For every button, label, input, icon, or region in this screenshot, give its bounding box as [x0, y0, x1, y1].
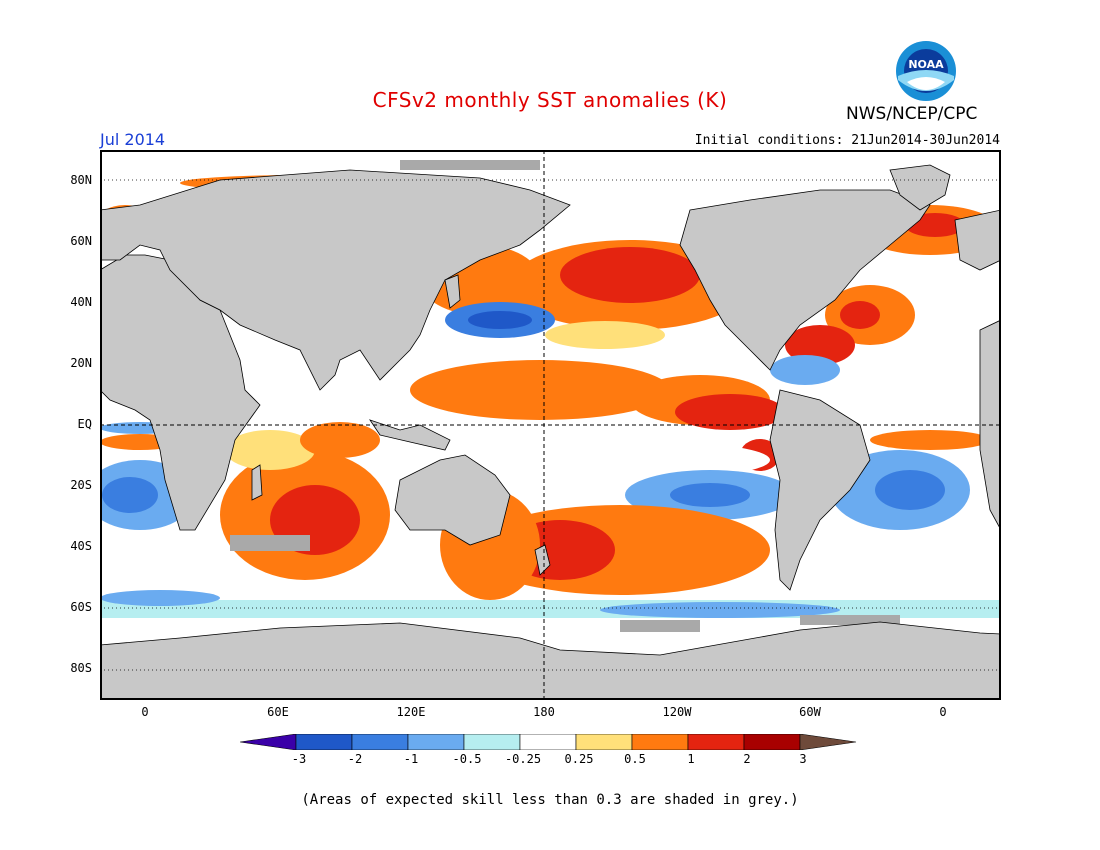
colorbar-label: -1: [403, 752, 419, 766]
lon-label-0: 0: [141, 705, 149, 719]
colorbar-label: 0.5: [624, 752, 646, 766]
lat-label-20s: 20S: [70, 478, 92, 492]
colorbar-label: 1: [687, 752, 695, 766]
land-masses: [100, 164, 1001, 700]
map-frame: [100, 150, 1001, 700]
colorbar-arrow-high: [799, 734, 857, 750]
lon-label-60e: 60E: [267, 705, 289, 719]
lat-label-80n: 80N: [70, 173, 92, 187]
lat-label-80s: 80S: [70, 661, 92, 675]
colorbar-label: -0.25: [504, 752, 542, 766]
madagascar: [251, 464, 263, 501]
sst-anomaly-map: [100, 150, 1001, 700]
lat-label-40s: 40S: [70, 539, 92, 553]
north-america: [679, 189, 931, 371]
initial-conditions: Initial conditions: 21Jun2014-30Jun2014: [694, 133, 1000, 148]
map-title: CFSv2 monthly SST anomalies (K): [372, 88, 728, 112]
agency-label: NWS/NCEP/CPC: [846, 104, 978, 124]
colorbar: [240, 734, 857, 750]
noaa-logo-text: NOAA: [908, 58, 944, 71]
colorbar-label: -0.5: [452, 752, 482, 766]
greenland: [889, 164, 951, 211]
colorbar-label: 2: [743, 752, 751, 766]
colorbar-cell: [687, 734, 745, 750]
lat-label-20n: 20N: [70, 356, 92, 370]
colorbar-cell: [631, 734, 689, 750]
indonesia: [369, 419, 451, 451]
anomaly-field: [100, 160, 1001, 632]
colorbar-label: 3: [799, 752, 807, 766]
forecast-month: Jul 2014: [100, 130, 166, 149]
colorbar-cell: [519, 734, 577, 750]
skill-footnote: (Areas of expected skill less than 0.3 a…: [301, 792, 799, 808]
colorbar-arrow-low: [240, 734, 297, 750]
europe-east-edge: [954, 209, 1001, 271]
lat-label-60n: 60N: [70, 234, 92, 248]
antarctica: [100, 621, 1001, 700]
colorbar-label: -2: [347, 752, 363, 766]
colorbar-cell: [575, 734, 633, 750]
australia: [394, 454, 511, 546]
noaa-logo: NOAA: [896, 41, 956, 101]
lat-label-60s: 60S: [70, 600, 92, 614]
eurasia: [100, 169, 571, 391]
colorbar-cell: [463, 734, 521, 750]
lon-label-0-right: 0: [939, 705, 947, 719]
colorbar-label: -3: [291, 752, 307, 766]
lon-label-120w: 120W: [662, 705, 692, 719]
lon-label-120e: 120E: [396, 705, 426, 719]
colorbar-cell: [295, 734, 353, 750]
colorbar-cell: [351, 734, 409, 750]
colorbar-cell: [407, 734, 465, 750]
lat-label-40n: 40N: [70, 295, 92, 309]
lon-label-60w: 60W: [799, 705, 821, 719]
new-zealand: [534, 544, 551, 576]
japan: [444, 274, 461, 309]
colorbar-label: 0.25: [564, 752, 594, 766]
colorbar-cell: [743, 734, 801, 750]
lat-label-eq: EQ: [77, 417, 92, 431]
lon-label-180: 180: [533, 705, 555, 719]
